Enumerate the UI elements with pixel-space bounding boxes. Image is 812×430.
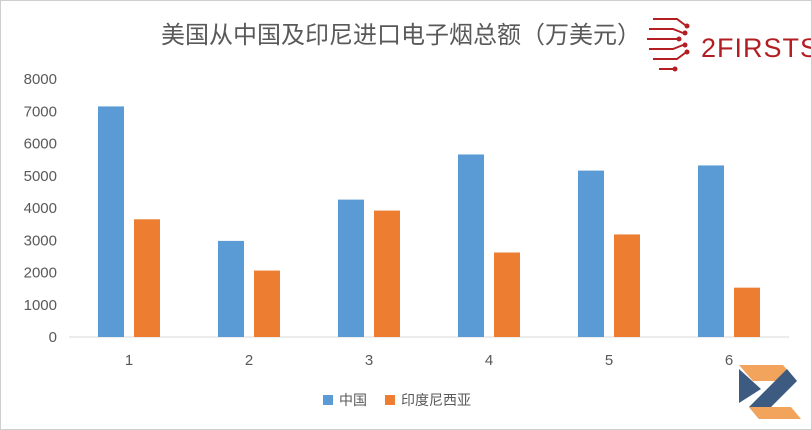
legend-swatch (385, 395, 395, 405)
bar-series-2 (254, 270, 280, 337)
chart-title: 美国从中国及印尼进口电子烟总额（万美元） (161, 21, 641, 49)
x-tick-label: 3 (365, 352, 373, 369)
y-tick-label: 3000 (24, 232, 57, 249)
bar-series-1 (698, 165, 724, 337)
brand-logo: 2FIRSTS (647, 18, 811, 72)
bar-series-1 (218, 240, 244, 337)
y-tick-label: 5000 (24, 168, 57, 185)
y-tick-label: 4000 (24, 200, 57, 217)
x-tick-label: 5 (605, 352, 613, 369)
bar-series-2 (734, 287, 760, 337)
logo-wordmark: 2FIRSTS (701, 33, 811, 63)
bar-series-1 (458, 154, 484, 337)
y-tick-label: 0 (49, 329, 57, 346)
x-tick-label: 4 (485, 352, 493, 369)
y-tick-label: 2000 (24, 265, 57, 282)
x-tick-label: 2 (245, 352, 253, 369)
bar-series-1 (98, 106, 124, 337)
y-tick-label: 8000 (24, 71, 57, 88)
legend-label: 中国 (339, 393, 367, 409)
bar-series-2 (614, 234, 640, 337)
bar-series-2 (134, 219, 160, 337)
bar-series-2 (374, 210, 400, 337)
x-tick-label: 1 (125, 352, 133, 369)
bar-series-2 (494, 252, 520, 337)
x-tick-label: 6 (725, 352, 733, 369)
bar-series-1 (338, 199, 364, 337)
y-tick-label: 7000 (24, 103, 57, 120)
legend-swatch (323, 395, 333, 405)
y-tick-label: 6000 (24, 136, 57, 153)
circuit-icon (647, 18, 690, 72)
bar-series-1 (578, 170, 604, 337)
legend-label: 印度尼西亚 (401, 393, 471, 409)
y-tick-label: 1000 (24, 297, 57, 314)
z-logo-icon (739, 365, 801, 419)
